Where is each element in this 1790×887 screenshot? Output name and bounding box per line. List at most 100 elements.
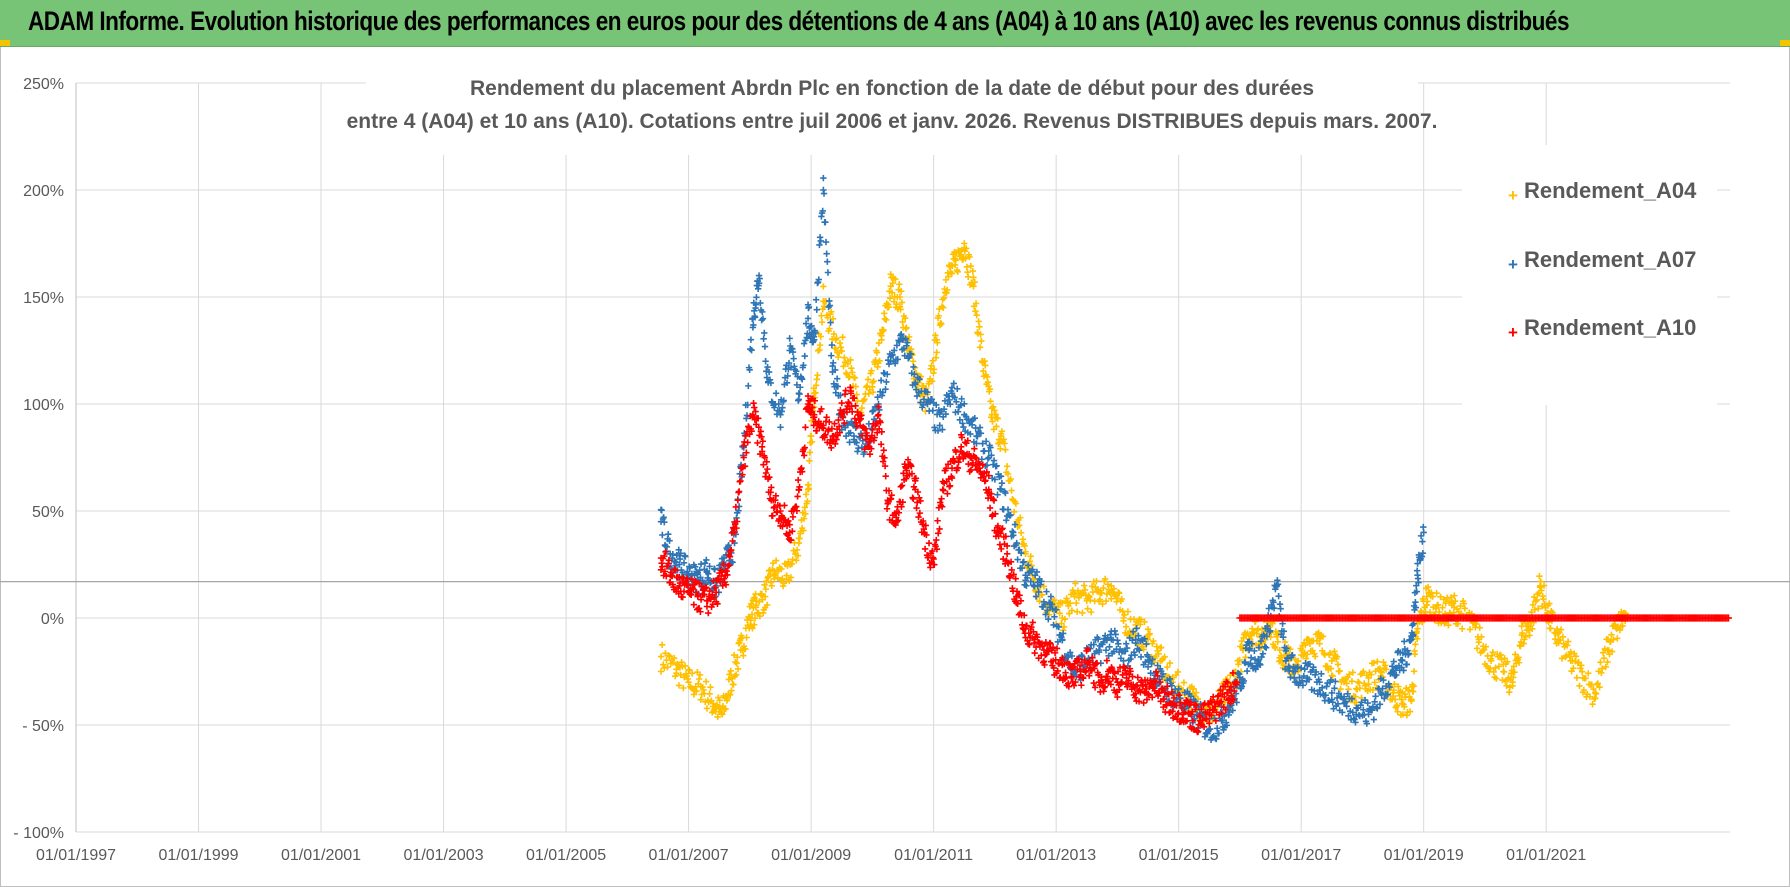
data-point-rendement-a07: [1009, 528, 1016, 535]
data-point-rendement-a04: [726, 691, 734, 698]
data-point-rendement-a04: [972, 307, 979, 315]
data-point-rendement-a07: [1374, 705, 1381, 712]
data-point-rendement-a07: [1095, 646, 1103, 654]
data-point-rendement-a07: [1412, 604, 1420, 611]
data-point-rendement-a04: [730, 681, 737, 688]
data-point-rendement-a04: [986, 385, 994, 393]
data-point-rendement-a04: [1094, 586, 1102, 593]
data-point-rendement-a10: [925, 540, 933, 547]
data-point-rendement-a07: [1301, 665, 1308, 673]
data-point-rendement-a07: [1372, 693, 1379, 700]
data-point-rendement-a07: [1255, 657, 1262, 664]
data-point-rendement-a04: [1058, 620, 1065, 627]
data-point-rendement-a10: [1093, 660, 1101, 667]
data-point-rendement-a04: [1108, 582, 1115, 590]
data-point-rendement-a07: [1380, 676, 1387, 684]
data-point-rendement-a07: [703, 567, 711, 575]
data-point-rendement-a04: [1144, 626, 1152, 633]
data-point-rendement-a10: [936, 525, 943, 533]
data-point-rendement-a10: [749, 411, 757, 418]
data-point-rendement-a10: [1074, 666, 1081, 673]
data-point-rendement-a04: [1346, 671, 1353, 678]
data-point-rendement-a10: [951, 457, 958, 465]
data-point-rendement-a10: [774, 508, 781, 516]
data-point-rendement-a04: [1526, 632, 1533, 639]
data-point-rendement-a10: [958, 434, 966, 441]
data-point-rendement-a04: [978, 337, 985, 345]
data-point-rendement-a07: [1364, 699, 1371, 707]
data-point-rendement-a07: [1123, 644, 1131, 652]
data-point-rendement-a04: [864, 376, 872, 383]
data-point-rendement-a07: [1175, 685, 1182, 693]
data-point-rendement-a10: [823, 414, 830, 421]
data-point-rendement-a10: [759, 438, 766, 445]
data-point-rendement-a04: [1509, 679, 1516, 686]
data-point-rendement-a07: [1373, 704, 1380, 711]
data-point-rendement-a04: [1365, 680, 1372, 688]
data-point-rendement-a04: [816, 341, 824, 349]
y-axis-ticks: - 100% - 50% 0% 50% 100% 150% 200% 250%: [13, 76, 64, 842]
data-point-rendement-a10: [957, 443, 965, 450]
data-point-rendement-a10: [1143, 685, 1150, 693]
data-point-rendement-a07: [931, 424, 938, 431]
data-point-rendement-a10: [912, 475, 920, 482]
data-point-rendement-a10: [786, 521, 793, 528]
data-point-rendement-a04: [1489, 649, 1497, 656]
data-point-rendement-a04: [948, 270, 955, 277]
data-point-rendement-a07: [948, 384, 956, 391]
data-point-rendement-a07: [701, 559, 709, 567]
data-point-rendement-a07: [1017, 549, 1025, 557]
data-point-rendement-a07: [1187, 693, 1195, 700]
data-point-rendement-a04: [807, 432, 815, 440]
data-point-rendement-a07: [1350, 715, 1357, 722]
data-point-rendement-a04: [909, 358, 917, 365]
data-point-rendement-a10: [900, 470, 907, 477]
data-point-rendement-a04: [1391, 696, 1399, 703]
x-tick-label: 01/01/2019: [1384, 847, 1464, 864]
data-point-rendement-a07: [878, 392, 886, 399]
data-point-rendement-a07: [1014, 556, 1021, 563]
data-point-rendement-a10: [1187, 699, 1195, 706]
data-point-rendement-a04: [748, 611, 756, 618]
data-point-rendement-a10: [1039, 643, 1046, 650]
data-point-rendement-a10: [1206, 711, 1213, 718]
data-point-rendement-a07: [677, 550, 684, 557]
data-point-rendement-a07: [976, 424, 984, 431]
data-point-rendement-a10: [1177, 699, 1184, 706]
data-point-rendement-a04: [820, 298, 827, 305]
data-point-rendement-a10: [998, 545, 1005, 553]
data-point-rendement-a07: [1318, 670, 1325, 678]
data-point-rendement-a07: [1059, 636, 1066, 643]
data-point-rendement-a10: [761, 454, 768, 461]
data-point-rendement-a07: [1298, 677, 1306, 684]
data-point-rendement-a04: [1319, 633, 1327, 640]
data-point-rendement-a04: [1150, 637, 1157, 645]
data-point-rendement-a04: [1352, 693, 1359, 700]
data-point-rendement-a04: [1599, 649, 1607, 656]
data-point-rendement-a07: [822, 218, 829, 226]
data-point-rendement-a10: [927, 564, 934, 571]
data-point-rendement-a10: [877, 419, 884, 426]
data-point-rendement-a10: [787, 536, 795, 544]
data-point-rendement-a07: [666, 537, 673, 544]
data-point-rendement-a04: [756, 612, 764, 620]
data-point-rendement-a10: [1085, 672, 1093, 679]
data-point-rendement-a07: [772, 390, 780, 397]
data-point-rendement-a07: [762, 358, 769, 365]
data-point-rendement-a10: [732, 503, 740, 511]
data-point-rendement-a10: [915, 494, 923, 502]
data-point-rendement-a07: [1339, 709, 1346, 716]
data-point-rendement-a07: [1270, 604, 1278, 612]
data-point-rendement-a07: [1257, 661, 1264, 668]
data-point-rendement-a10: [908, 463, 915, 470]
data-point-rendement-a07: [777, 424, 784, 431]
data-point-rendement-a07: [1122, 640, 1130, 647]
chart-title-line-1: Rendement du placement Abrdn Plc en fonc…: [470, 77, 1314, 100]
data-point-rendement-a07: [957, 402, 964, 409]
data-point-rendement-a04: [697, 683, 705, 690]
data-point-rendement-a10: [739, 471, 746, 478]
data-point-rendement-a04: [805, 485, 813, 492]
data-point-rendement-a10: [948, 474, 956, 482]
data-point-rendement-a07: [686, 564, 694, 572]
data-point-rendement-a10: [954, 464, 962, 472]
